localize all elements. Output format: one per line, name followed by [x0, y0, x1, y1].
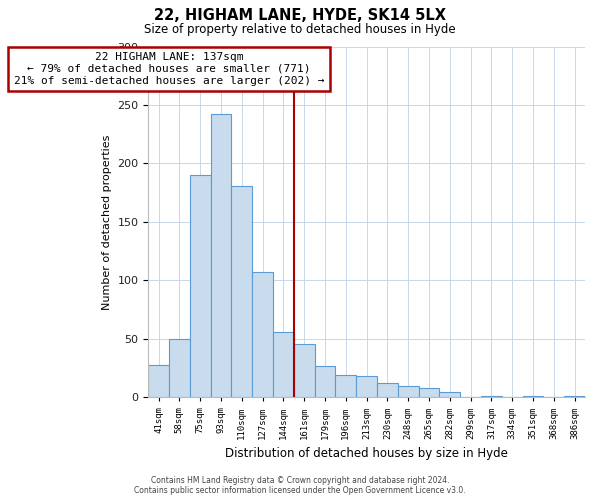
Bar	[252, 272, 273, 398]
Bar	[273, 332, 294, 398]
Bar	[523, 396, 544, 398]
Bar	[564, 396, 585, 398]
Y-axis label: Number of detached properties: Number of detached properties	[102, 134, 112, 310]
Text: Size of property relative to detached houses in Hyde: Size of property relative to detached ho…	[144, 22, 456, 36]
Text: 22 HIGHAM LANE: 137sqm
← 79% of detached houses are smaller (771)
21% of semi-de: 22 HIGHAM LANE: 137sqm ← 79% of detached…	[14, 52, 324, 86]
Bar	[481, 396, 502, 398]
Bar	[169, 339, 190, 398]
X-axis label: Distribution of detached houses by size in Hyde: Distribution of detached houses by size …	[225, 447, 508, 460]
Bar	[148, 364, 169, 398]
Bar	[211, 114, 232, 398]
Bar	[232, 186, 252, 398]
Bar	[377, 384, 398, 398]
Bar	[398, 386, 419, 398]
Bar	[314, 366, 335, 398]
Bar	[294, 344, 314, 398]
Text: Contains HM Land Registry data © Crown copyright and database right 2024.
Contai: Contains HM Land Registry data © Crown c…	[134, 476, 466, 495]
Bar	[356, 376, 377, 398]
Bar	[419, 388, 439, 398]
Bar	[335, 375, 356, 398]
Text: 22, HIGHAM LANE, HYDE, SK14 5LX: 22, HIGHAM LANE, HYDE, SK14 5LX	[154, 8, 446, 22]
Bar	[439, 392, 460, 398]
Bar	[190, 175, 211, 398]
